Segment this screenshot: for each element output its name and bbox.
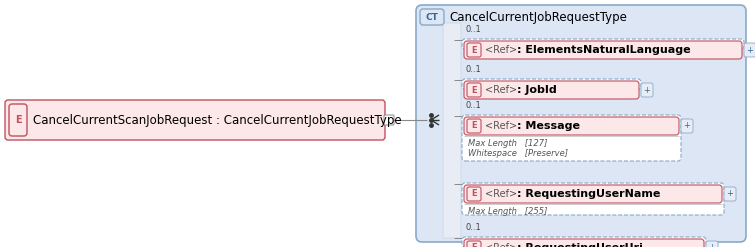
FancyBboxPatch shape <box>706 241 718 247</box>
FancyBboxPatch shape <box>462 115 681 161</box>
Text: Max Length   [255]: Max Length [255] <box>468 207 547 217</box>
FancyBboxPatch shape <box>467 43 481 57</box>
FancyBboxPatch shape <box>416 5 746 242</box>
Text: E: E <box>471 85 477 95</box>
FancyBboxPatch shape <box>443 23 461 238</box>
FancyBboxPatch shape <box>420 9 444 25</box>
FancyBboxPatch shape <box>467 83 481 97</box>
FancyBboxPatch shape <box>464 41 742 59</box>
Text: <Ref>: <Ref> <box>485 243 517 247</box>
Text: : ElementsNaturalLanguage: : ElementsNaturalLanguage <box>517 45 691 55</box>
Text: +: + <box>708 244 716 247</box>
FancyBboxPatch shape <box>467 187 481 201</box>
FancyBboxPatch shape <box>724 187 736 201</box>
FancyBboxPatch shape <box>462 39 744 49</box>
Text: : RequestingUserUri: : RequestingUserUri <box>517 243 643 247</box>
Text: Whitespace   [Preserve]: Whitespace [Preserve] <box>468 149 568 159</box>
Text: Max Length   [127]: Max Length [127] <box>468 140 547 148</box>
FancyBboxPatch shape <box>681 119 693 133</box>
Text: 0..1: 0..1 <box>465 24 481 34</box>
Text: +: + <box>726 189 733 199</box>
FancyBboxPatch shape <box>464 239 704 247</box>
FancyBboxPatch shape <box>464 185 722 203</box>
Text: E: E <box>471 122 477 130</box>
Text: <Ref>: <Ref> <box>485 121 517 131</box>
Text: E: E <box>471 45 477 55</box>
FancyBboxPatch shape <box>641 83 653 97</box>
FancyBboxPatch shape <box>462 79 641 89</box>
Text: : JobId: : JobId <box>517 85 556 95</box>
FancyBboxPatch shape <box>384 115 394 125</box>
Text: <Ref>: <Ref> <box>485 189 517 199</box>
Text: 0..1: 0..1 <box>465 223 481 231</box>
FancyBboxPatch shape <box>462 183 724 215</box>
Text: CancelCurrentJobRequestType: CancelCurrentJobRequestType <box>449 11 627 23</box>
Text: E: E <box>471 189 477 199</box>
Text: +: + <box>747 45 753 55</box>
FancyBboxPatch shape <box>464 81 639 99</box>
FancyBboxPatch shape <box>467 119 481 133</box>
Text: 0..1: 0..1 <box>465 64 481 74</box>
Text: +: + <box>643 85 651 95</box>
Text: E: E <box>14 115 21 125</box>
Text: 0..1: 0..1 <box>465 101 481 109</box>
Text: <Ref>: <Ref> <box>485 85 517 95</box>
Text: <Ref>: <Ref> <box>485 45 517 55</box>
Text: : RequestingUserName: : RequestingUserName <box>517 189 661 199</box>
FancyBboxPatch shape <box>5 100 385 140</box>
FancyBboxPatch shape <box>467 241 481 247</box>
FancyBboxPatch shape <box>462 237 706 247</box>
Text: +: + <box>683 122 690 130</box>
FancyBboxPatch shape <box>9 104 27 136</box>
Text: CancelCurrentScanJobRequest : CancelCurrentJobRequestType: CancelCurrentScanJobRequest : CancelCurr… <box>33 114 402 126</box>
Text: E: E <box>471 244 477 247</box>
Text: : Message: : Message <box>517 121 580 131</box>
Text: CT: CT <box>426 13 439 21</box>
FancyBboxPatch shape <box>464 117 679 135</box>
FancyBboxPatch shape <box>744 43 755 57</box>
